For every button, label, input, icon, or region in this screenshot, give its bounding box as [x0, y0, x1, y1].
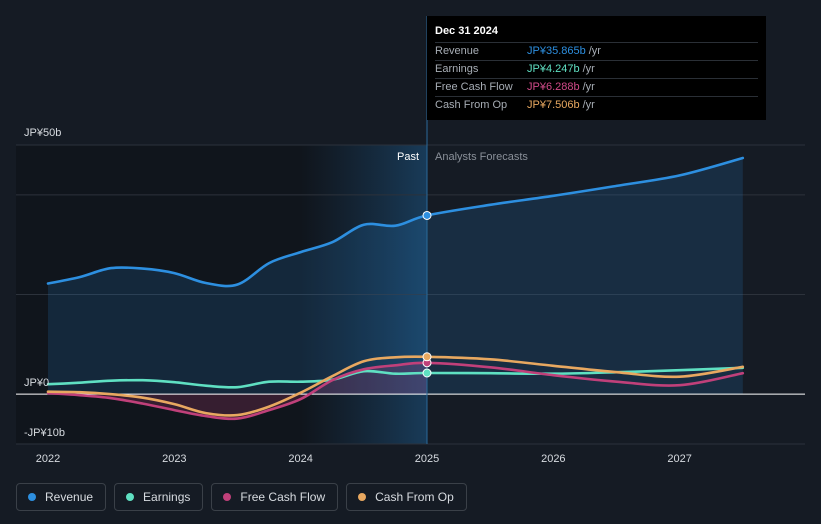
y-tick-label: -JP¥10b: [24, 427, 65, 439]
y-tick-label: JP¥0: [24, 377, 49, 389]
series-area-revenue: [48, 158, 743, 395]
tooltip-date: Dec 31 2024: [435, 25, 498, 37]
financials-chart: JP¥50b JP¥0 -JP¥10b 2022 2023 2024 2025 2026 202…: [16, 16, 805, 465]
tooltip-unit: /yr: [582, 63, 595, 75]
x-tick-label: 2023: [162, 453, 186, 465]
tooltip-label: Earnings: [435, 63, 479, 75]
x-tick-label: 2025: [415, 453, 439, 465]
tooltip-label: Free Cash Flow: [435, 81, 513, 93]
legend-item-revenue[interactable]: Revenue: [16, 483, 107, 511]
legend-item-free-cash-flow[interactable]: Free Cash Flow: [211, 483, 339, 511]
tooltip-value: JP¥6.288b: [527, 81, 580, 93]
tooltip-value: JP¥35.865b: [527, 45, 586, 57]
tooltip: Dec 31 2024 Revenue JP¥35.865b /yr Earni…: [427, 16, 766, 120]
tooltip-row-earnings: Earnings JP¥4.247b /yr: [435, 60, 758, 78]
legend-label: Revenue: [45, 490, 94, 504]
legend-label: Cash From Op: [375, 490, 454, 504]
series-area-free-cash-flow: [48, 362, 427, 419]
series-line-revenue: [46, 156, 745, 288]
y-tick-label: JP¥50b: [24, 127, 61, 139]
legend-label: Free Cash Flow: [240, 490, 326, 504]
data-point-revenue: [422, 210, 432, 220]
tooltip-row-revenue: Revenue JP¥35.865b /yr: [435, 42, 758, 60]
series-line-free-cash-flow: [46, 361, 745, 421]
legend-dot-icon: [358, 493, 367, 501]
data-point-cash-from-op: [422, 352, 432, 362]
tooltip-value: JP¥4.247b: [527, 63, 580, 75]
legend-label: Earnings: [143, 490, 191, 504]
forecast-label: Analysts Forecasts: [435, 151, 528, 163]
series-line-cash-from-op: [46, 355, 745, 417]
legend-item-cash-from-op[interactable]: Cash From Op: [346, 483, 467, 511]
x-tick-label: 2027: [667, 453, 691, 465]
x-tick-label: 2022: [36, 453, 60, 465]
tooltip-unit: /yr: [582, 81, 595, 93]
tooltip-unit: /yr: [582, 99, 595, 111]
legend-item-earnings[interactable]: Earnings: [114, 483, 204, 511]
past-label: Past: [397, 151, 419, 163]
legend-dot-icon: [28, 493, 36, 501]
tooltip-unit: /yr: [588, 45, 601, 57]
tooltip-value: JP¥7.506b: [527, 99, 580, 111]
series-line-earnings: [46, 366, 745, 389]
tooltip-label: Cash From Op: [435, 99, 508, 111]
tooltip-row-cash-from-op: Cash From Op JP¥7.506b /yr: [435, 96, 758, 114]
tooltip-label: Revenue: [435, 45, 480, 57]
legend-dot-icon: [126, 493, 135, 501]
legend: Revenue Earnings Free Cash Flow Cash Fro…: [16, 483, 475, 511]
x-tick-label: 2026: [541, 453, 565, 465]
legend-dot-icon: [223, 493, 232, 501]
data-point-earnings: [422, 368, 432, 378]
x-tick-label: 2024: [288, 453, 312, 465]
tooltip-row-free-cash-flow: Free Cash Flow JP¥6.288b /yr: [435, 78, 758, 96]
